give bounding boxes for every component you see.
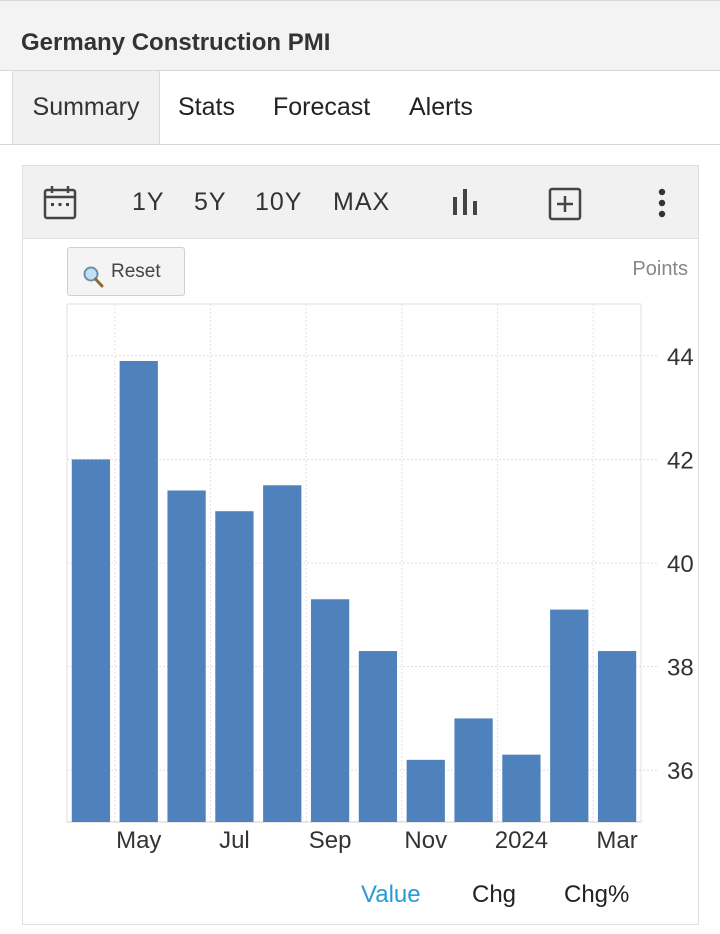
value-mode-options: Value Chg Chg% [23, 866, 700, 908]
y-axis-units: Points [632, 258, 688, 280]
y-axis-ticks: 36 38 40 42 44 [667, 344, 694, 785]
y-tick-label: 38 [667, 655, 694, 682]
bar[interactable] [215, 511, 254, 822]
magnifier-icon [82, 260, 104, 307]
bar[interactable] [358, 651, 398, 822]
calendar-icon[interactable] [43, 184, 77, 225]
x-tick-label: 2024 [495, 827, 548, 854]
range-10y-button[interactable]: 10Y [255, 188, 303, 216]
range-5y-button[interactable]: 5Y [194, 188, 227, 216]
more-vertical-icon[interactable] [657, 188, 667, 223]
bar[interactable] [454, 718, 493, 822]
tab-stats[interactable]: Stats [178, 93, 235, 121]
x-tick-label: Mar [596, 827, 637, 854]
bar[interactable] [263, 485, 302, 822]
y-tick-label: 44 [667, 344, 694, 371]
page-title: Germany Construction PMI [21, 29, 331, 56]
range-max-button[interactable]: MAX [333, 188, 391, 216]
reset-zoom-button[interactable]: Reset [67, 247, 185, 296]
chg-option[interactable]: Chg [472, 881, 517, 908]
x-tick-label: Jul [219, 827, 250, 854]
x-tick-label: Sep [309, 827, 352, 854]
bar[interactable] [550, 609, 589, 822]
bar[interactable] [406, 759, 445, 822]
chart-bars [71, 360, 637, 822]
tab-alerts[interactable]: Alerts [409, 93, 473, 121]
bar[interactable] [167, 490, 206, 822]
chart-toolbar: 1Y 5Y 10Y MAX [23, 166, 698, 239]
tab-forecast[interactable]: Forecast [273, 93, 371, 121]
bar-chart: 36 38 40 42 44 May Jul Sep Nov 2024 Mar [66, 303, 694, 854]
chg-percent-option[interactable]: Chg% [564, 881, 630, 908]
value-option[interactable]: Value [361, 881, 421, 908]
y-tick-label: 36 [667, 758, 694, 785]
tab-bar: Summary Stats Forecast Alerts [0, 71, 720, 145]
chart-grid [66, 303, 659, 823]
chart-panel: 1Y 5Y 10Y MAX [22, 165, 699, 925]
x-axis-ticks: May Jul Sep Nov 2024 Mar [116, 827, 638, 854]
bar[interactable] [502, 754, 541, 822]
reset-label: Reset [111, 261, 161, 282]
range-1y-button[interactable]: 1Y [132, 188, 165, 216]
bar[interactable] [119, 360, 158, 822]
y-tick-label: 42 [667, 447, 694, 474]
x-tick-label: Nov [404, 827, 447, 854]
bar[interactable] [310, 599, 350, 822]
page-header: Germany Construction PMI [0, 0, 720, 71]
plus-box-icon[interactable] [548, 187, 582, 226]
y-tick-label: 40 [667, 551, 694, 578]
bar[interactable] [71, 459, 111, 822]
bar-chart-icon[interactable] [451, 187, 479, 222]
tab-summary[interactable]: Summary [12, 71, 160, 144]
bar[interactable] [597, 651, 637, 822]
x-tick-label: May [116, 827, 161, 854]
